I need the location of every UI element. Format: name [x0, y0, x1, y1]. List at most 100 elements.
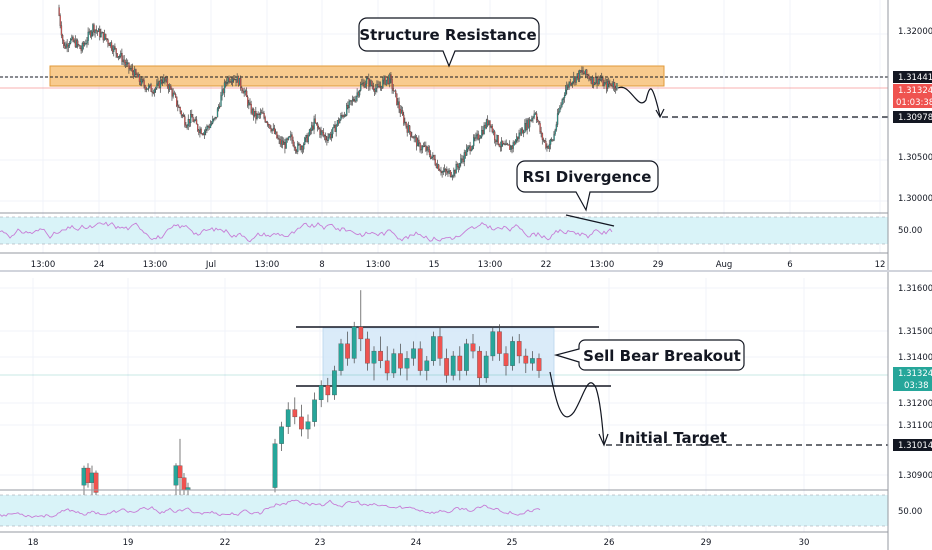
- top-candle: [320, 130, 322, 135]
- top-candle: [424, 145, 426, 147]
- bottom-time-label: 23: [315, 538, 326, 548]
- bottom-candle: [351, 326, 357, 359]
- top-candle: [107, 39, 109, 44]
- top-candle: [583, 72, 586, 75]
- bottom-time-label: 26: [604, 538, 615, 548]
- top-candle: [327, 137, 329, 142]
- top-candle: [325, 135, 327, 141]
- top-candle: [615, 87, 617, 90]
- bottom-candle: [292, 409, 298, 418]
- top-candle: [539, 123, 541, 132]
- top-candle: [397, 101, 399, 105]
- top-candle: [555, 124, 558, 131]
- top-candle: [233, 78, 235, 80]
- top-candle: [450, 176, 453, 178]
- top-chart-panel[interactable]: Structure Resistance RSI Divergence 13:0…: [0, 0, 932, 270]
- bottom-price-tick: 1.31600: [898, 284, 932, 294]
- top-time-axis[interactable]: 13:00 24 13:00 Jul 13:00 8 13:00 15 13:00 22 13:00…: [31, 260, 886, 270]
- top-candle: [545, 141, 547, 148]
- top-candle: [226, 82, 228, 84]
- top-candle: [565, 89, 567, 96]
- bottom-candle: [510, 341, 515, 366]
- top-candle: [126, 62, 128, 65]
- top-candle: [106, 38, 108, 40]
- top-time-label: 13:00: [255, 260, 280, 270]
- top-candle: [388, 77, 390, 84]
- top-candle: [79, 45, 81, 49]
- top-candle: [474, 137, 476, 139]
- top-candle: [603, 82, 605, 87]
- top-candle: [591, 76, 594, 84]
- top-target-badge-text: 1.30978: [898, 113, 932, 123]
- top-candle: [457, 166, 460, 168]
- top-candle: [566, 85, 568, 91]
- top-candle: [494, 131, 496, 141]
- top-candle: [284, 142, 286, 149]
- top-candle: [64, 45, 66, 49]
- top-candle: [269, 124, 271, 129]
- top-candle: [544, 140, 546, 142]
- top-candle: [609, 83, 611, 85]
- top-candle: [433, 155, 435, 160]
- top-candle: [448, 170, 450, 172]
- top-candle: [290, 134, 292, 137]
- top-candle: [563, 95, 566, 99]
- bottom-time-axis[interactable]: 18 19 22 23 24 25 26 29 30: [28, 538, 810, 548]
- top-candle: [395, 90, 397, 94]
- top-candle: [596, 77, 598, 85]
- top-candle: [88, 31, 91, 33]
- top-candle: [501, 140, 503, 147]
- top-candle: [173, 92, 176, 95]
- top-rsi-line: [0, 221, 613, 243]
- top-candle: [82, 43, 85, 46]
- top-candle: [582, 70, 584, 74]
- bottom-rsi-band: [0, 495, 888, 526]
- top-price-axis[interactable]: 1.32000 1.30500 1.30000 50.00 1.31441 1.…: [887, 0, 932, 270]
- top-candle: [561, 99, 563, 106]
- top-price-badge-dark: [893, 71, 932, 83]
- top-candle: [482, 130, 484, 135]
- top-candle: [428, 149, 431, 155]
- top-candle: [447, 171, 449, 174]
- top-candle: [491, 125, 494, 133]
- top-candle: [58, 7, 60, 16]
- top-candle: [272, 127, 275, 130]
- top-candle: [477, 133, 480, 140]
- top-candle: [483, 124, 485, 135]
- bottom-price-axis[interactable]: 1.31600 1.31500 1.31400 1.31200 1.31100 …: [887, 272, 932, 550]
- top-candle: [193, 120, 195, 122]
- top-time-label: 8: [319, 260, 324, 270]
- bottom-candle: [437, 336, 443, 359]
- top-candle: [349, 100, 351, 102]
- top-candle: [572, 81, 574, 84]
- top-candle: [351, 99, 354, 102]
- top-time-label: 13:00: [590, 260, 615, 270]
- top-candle: [206, 125, 208, 130]
- top-candle: [374, 89, 376, 92]
- top-candle: [194, 119, 197, 121]
- top-candle: [365, 78, 368, 85]
- top-candle: [178, 106, 180, 109]
- top-candle: [421, 146, 424, 150]
- top-candle: [85, 43, 87, 45]
- top-candle: [357, 92, 360, 96]
- structure-resistance-label: Structure Resistance: [359, 26, 536, 44]
- top-candle: [280, 140, 283, 145]
- bottom-chart-panel[interactable]: Sell Bear Breakout Initial Target 18 19 22…: [0, 272, 932, 550]
- top-candle: [139, 81, 142, 85]
- top-candle: [464, 152, 467, 156]
- bottom-candle: [181, 477, 187, 491]
- top-candle: [268, 124, 270, 126]
- bottom-candle: [457, 355, 463, 371]
- top-candle: [573, 76, 575, 83]
- top-candle: [102, 32, 105, 41]
- top-time-label: 6: [787, 260, 792, 270]
- top-candle: [183, 114, 185, 117]
- top-candle: [155, 87, 157, 90]
- top-price-badge-text: 1.31441: [898, 73, 932, 83]
- bottom-candle: [497, 331, 502, 354]
- top-candle: [577, 73, 580, 80]
- top-candle: [355, 96, 357, 102]
- bottom-candle: [85, 467, 91, 483]
